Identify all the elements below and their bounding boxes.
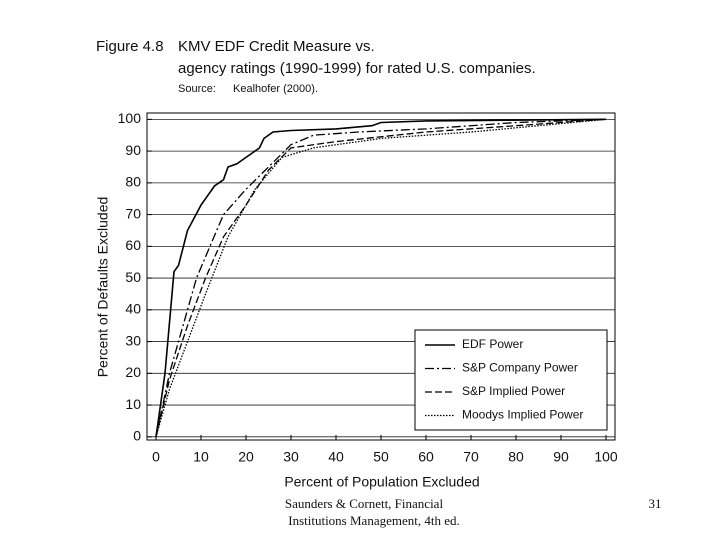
y-tick-label: 30 <box>125 332 141 348</box>
x-tick-label: 50 <box>373 449 389 465</box>
y-tick-label: 10 <box>125 396 141 412</box>
x-tick-label: 80 <box>508 449 524 465</box>
page-number: 31 <box>649 496 662 511</box>
legend-box <box>414 329 608 431</box>
y-tick-label: 40 <box>125 301 141 317</box>
source-label: Source: <box>178 83 216 95</box>
x-tick-label: 20 <box>238 449 254 465</box>
x-tick-label: 40 <box>328 449 344 465</box>
data-line <box>155 118 607 437</box>
legend-label: S&P Company Power <box>462 361 578 375</box>
y-tick-label: 100 <box>118 110 142 126</box>
x-tick-label: 10 <box>193 449 209 465</box>
citation: Saunders & Cornett, Financial <box>285 496 444 511</box>
x-tick-label: 30 <box>283 449 299 465</box>
y-tick-label: 90 <box>125 142 141 158</box>
y-tick-label: 60 <box>125 237 141 253</box>
legend-label: Moodys Implied Power <box>462 408 583 422</box>
x-tick-label: 70 <box>463 449 479 465</box>
x-tick-label: 90 <box>553 449 569 465</box>
data-line <box>155 118 607 437</box>
legend-label: S&P Implied Power <box>462 384 565 398</box>
y-tick-label: 70 <box>125 205 141 221</box>
x-tick-label: 0 <box>152 449 160 465</box>
y-tick-label: 80 <box>125 174 141 190</box>
x-axis-label: Percent of Population Excluded <box>284 474 479 490</box>
data-line <box>155 118 607 437</box>
plot-frame <box>146 112 616 441</box>
citation: Institutions Management, 4th ed. <box>288 513 460 528</box>
y-tick-label: 0 <box>133 428 141 444</box>
source: Kealhofer (2000). <box>233 83 318 95</box>
figure-label: Figure 4.8 <box>96 38 164 55</box>
x-tick-label: 100 <box>594 449 618 465</box>
chart-subtitle: agency ratings (1990-1999) for rated U.S… <box>178 60 536 77</box>
y-tick-label: 20 <box>125 364 141 380</box>
y-tick-label: 50 <box>125 269 141 285</box>
data-line <box>155 118 607 437</box>
legend-label: EDF Power <box>462 337 523 351</box>
y-axis-label: Percent of Defaults Excluded <box>95 197 111 378</box>
x-tick-label: 60 <box>418 449 434 465</box>
chart-title: KMV EDF Credit Measure vs. <box>178 38 375 55</box>
